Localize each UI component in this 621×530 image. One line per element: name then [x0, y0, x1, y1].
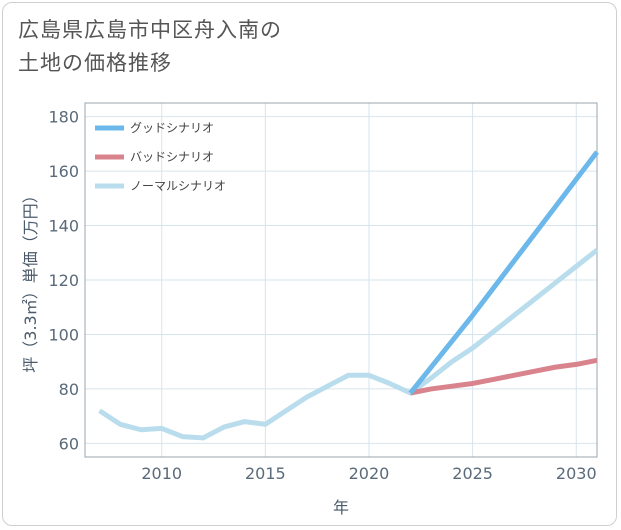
legend-label[interactable]: グッドシナリオ	[130, 121, 214, 135]
series-lines	[98, 150, 599, 441]
legend-label[interactable]: ノーマルシナリオ	[130, 179, 226, 193]
grid-lines	[85, 103, 597, 457]
series-line	[98, 248, 599, 441]
x-tick-label: 2020	[349, 464, 390, 483]
y-tick-label: 160	[48, 162, 79, 181]
chart-title: 広島県広島市中区舟入南の 土地の価格推移	[18, 14, 578, 80]
y-tick-label: 100	[48, 325, 79, 344]
x-tick-label: 2030	[556, 464, 597, 483]
x-axis-title: 年	[333, 498, 349, 517]
y-tick-label: 60	[59, 434, 79, 453]
y-axis-title: 坪（3.3㎡）単価（万円）	[21, 187, 40, 372]
y-tick-label: 120	[48, 271, 79, 290]
plot-border	[84, 102, 598, 458]
x-tick-labels: 2010 2015 2020 2025 2030	[141, 464, 596, 483]
legend-label[interactable]: バッドシナリオ	[130, 150, 214, 164]
x-tick-label: 2025	[452, 464, 493, 483]
x-tick-label: 2015	[245, 464, 286, 483]
x-tick-label: 2010	[141, 464, 182, 483]
y-tick-labels: 60 80 100 120 140 160 180	[48, 108, 79, 454]
y-tick-label: 80	[59, 380, 79, 399]
series-line	[408, 150, 599, 395]
title-line-1: 広島県広島市中区舟入南の	[18, 18, 282, 42]
y-tick-label: 140	[48, 217, 79, 236]
y-tick-label: 180	[48, 108, 79, 127]
title-line-2: 土地の価格推移	[18, 51, 172, 75]
series-line	[409, 357, 598, 396]
